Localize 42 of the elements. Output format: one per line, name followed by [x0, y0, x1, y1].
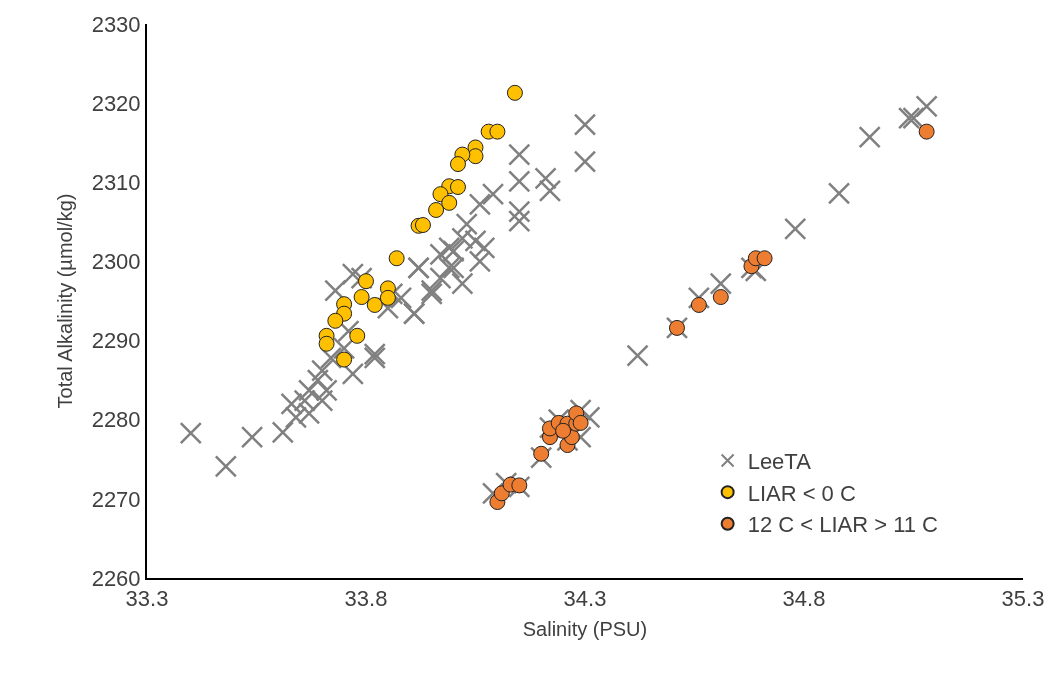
point — [449, 179, 466, 196]
y-tick-label: 2320 — [91, 90, 141, 116]
point — [511, 477, 528, 494]
point — [336, 351, 353, 368]
point — [358, 273, 374, 290]
point — [327, 312, 344, 329]
point — [467, 148, 484, 165]
y-tick-label: 2330 — [91, 11, 141, 37]
legend-label: LIAR < 0 C — [747, 480, 856, 506]
point — [353, 289, 370, 306]
point — [756, 250, 773, 267]
y-tick-label: 2290 — [91, 328, 141, 354]
y-tick-label: 2280 — [91, 407, 141, 433]
point — [441, 194, 458, 211]
legend-label: 12 C < LIAR > 11 C — [747, 512, 939, 538]
point — [918, 123, 935, 140]
point — [572, 414, 589, 431]
point — [668, 319, 685, 336]
point — [366, 296, 383, 313]
point — [712, 289, 729, 306]
point — [555, 422, 572, 439]
y-axis-title: Total Alkalinity (µmol/kg) — [53, 193, 76, 409]
y-tick-label: 2310 — [91, 169, 141, 195]
point — [414, 217, 431, 234]
x-tick-label: 35.3 — [1001, 586, 1045, 612]
point — [318, 335, 335, 352]
x-tick-label: 34.3 — [563, 586, 607, 612]
point — [388, 250, 405, 267]
point — [489, 123, 506, 140]
legend-label: LeeTA — [747, 449, 812, 475]
x-axis-title: Salinity (PSU) — [522, 618, 648, 641]
y-tick-label: 2300 — [91, 249, 141, 275]
x-tick-label: 33.8 — [344, 586, 388, 612]
point — [506, 84, 523, 101]
point — [428, 201, 445, 218]
point — [449, 156, 466, 173]
point — [690, 296, 707, 313]
x-tick-label: 34.8 — [782, 586, 826, 612]
point — [533, 445, 550, 462]
point — [349, 327, 366, 344]
y-tick-label: 2270 — [91, 486, 141, 512]
point — [379, 289, 396, 306]
